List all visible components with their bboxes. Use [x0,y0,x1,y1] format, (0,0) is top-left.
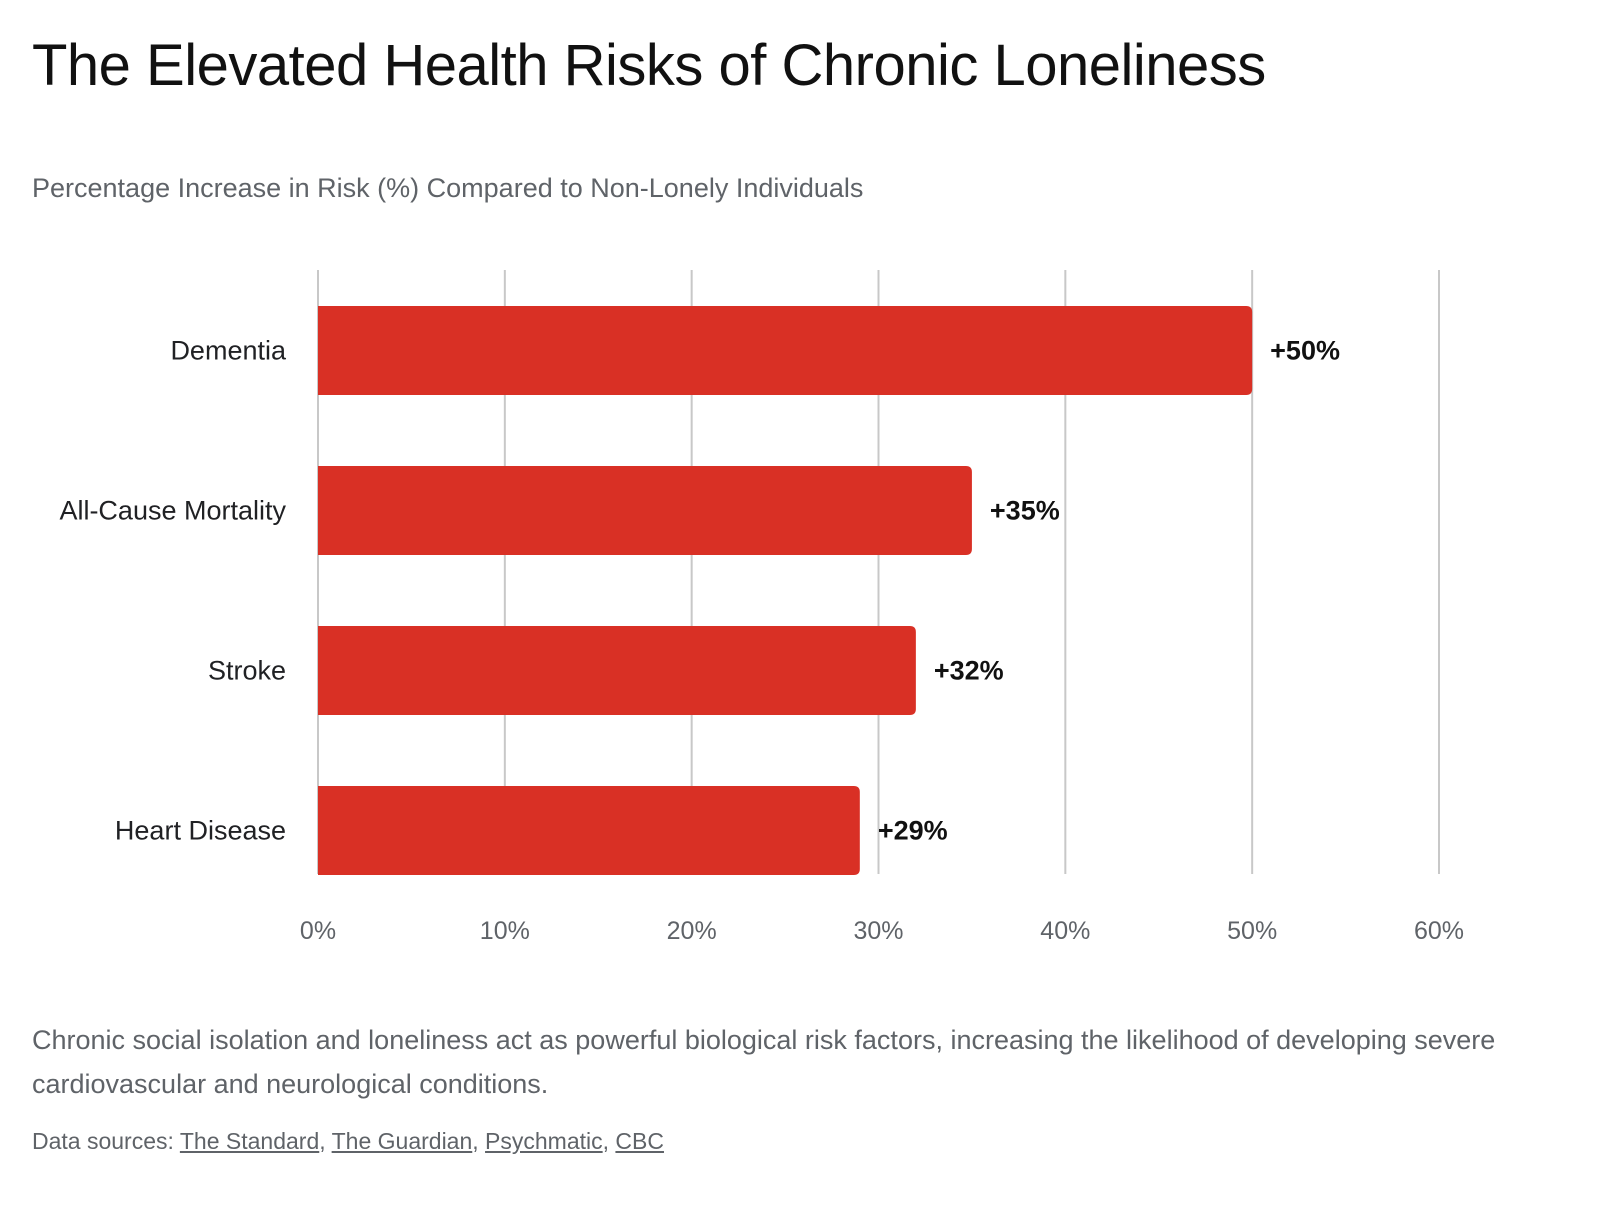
bar-stroke[interactable] [318,626,916,715]
x-tick-label: 30% [853,917,903,945]
chart-subtitle: Percentage Increase in Risk (%) Compared… [32,173,864,203]
data-label: +50% [1270,336,1340,366]
source-link-the-standard[interactable]: The Standard [179,1128,320,1154]
bar-chart: 0% 10% 20% 30% 40% 50% 60% Dementia +50% All-Caus… [59,270,1464,945]
category-label: All-Cause Mortality [59,496,286,526]
x-tick-label: 0% [300,917,336,945]
data-label: +32% [934,656,1004,686]
category-label: Dementia [170,336,287,366]
data-label: +29% [878,816,948,846]
source-separator: , [472,1128,486,1154]
source-separator: , [602,1128,616,1154]
source-separator: , [319,1128,332,1154]
x-tick-label: 40% [1040,917,1090,945]
data-label: +35% [990,496,1060,526]
category-label: Heart Disease [115,816,286,846]
category-label: Stroke [208,656,286,686]
bar-all-cause-mortality[interactable] [318,466,972,555]
x-tick-label: 10% [480,917,530,945]
bar-dementia[interactable] [318,306,1253,395]
chart-description: Chronic social isolation and loneliness … [32,1025,1496,1099]
sources-prefix: Data sources: [32,1128,180,1154]
x-tick-label: 20% [667,917,717,945]
x-tick-label: 60% [1414,917,1464,945]
data-sources: Data sources: The Standard, The Guardian… [32,1128,664,1155]
source-link-the-guardian[interactable]: The Guardian [331,1128,473,1154]
bar-heart-disease[interactable] [318,786,860,875]
source-link-psychmatic[interactable]: Psychmatic [485,1128,603,1154]
chart-title: The Elevated Health Risks of Chronic Lon… [32,33,1266,98]
x-tick-label: 50% [1227,917,1277,945]
source-link-cbc[interactable]: CBC [615,1128,664,1154]
